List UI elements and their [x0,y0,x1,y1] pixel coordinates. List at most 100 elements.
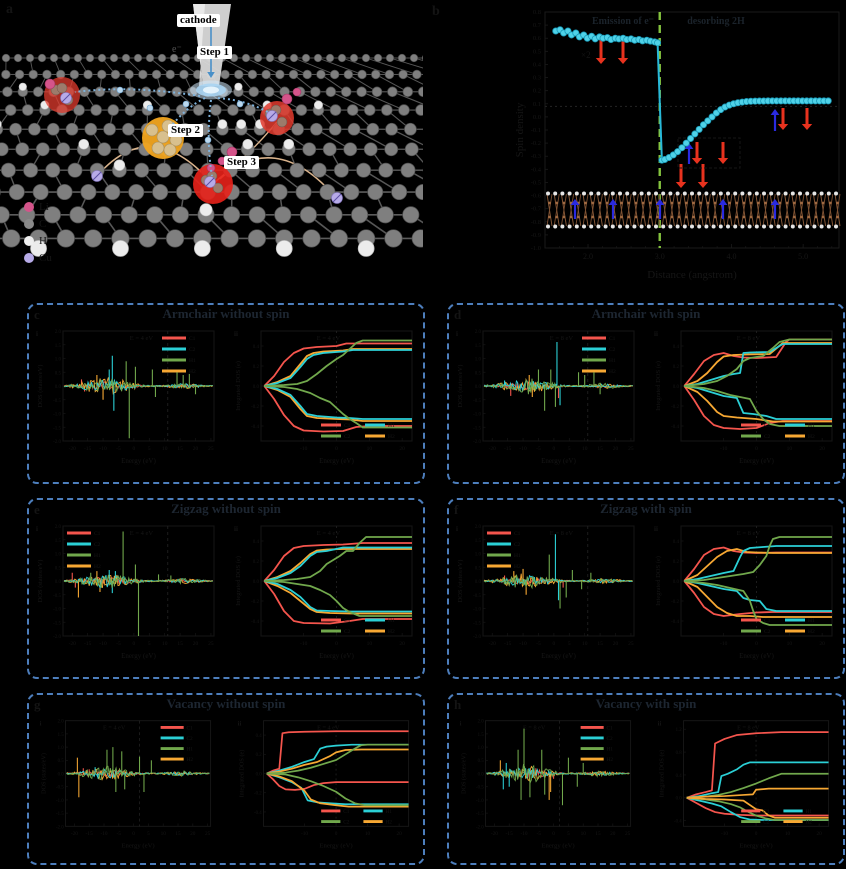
svg-text:10: 10 [787,446,793,452]
svg-text:Energy (eV): Energy (eV) [541,652,576,660]
svg-text:-1.0: -1.0 [56,799,64,804]
svg-text:-0.7: -0.7 [531,206,542,213]
svg-text:-10: -10 [519,641,527,647]
graphene-3d-scene [0,4,423,257]
svg-text:20: 20 [193,446,199,452]
atom-legend-label: Cu [39,251,52,264]
svg-text:0.0: 0.0 [478,772,485,777]
svg-text:H1: H1 [609,358,616,364]
svg-text:20: 20 [613,641,619,647]
svg-text:Integrated DOS (e): Integrated DOS (e) [235,556,242,606]
svg-text:-2.0: -2.0 [476,825,484,830]
svg-text:-2.0: -2.0 [56,825,64,830]
svg-text:10: 10 [161,831,167,837]
svg-text:i: i [36,330,38,338]
svg-text:-10: -10 [300,641,308,647]
svg-text:H1: H1 [806,809,813,815]
atom-color-dot [24,252,34,263]
svg-text:0: 0 [553,641,556,647]
svg-text:-0.5: -0.5 [531,179,541,186]
svg-text:-2.0: -2.0 [473,440,481,445]
panel-letter-e: e [34,502,40,517]
svg-text:H1: H1 [514,553,521,559]
svg-text:DOS (states/eV): DOS (states/eV) [457,365,464,408]
svg-text:H1: H1 [187,746,194,752]
svg-text:-0.9: -0.9 [531,232,541,239]
atom-legend-item: H [24,232,52,249]
svg-text:1.0: 1.0 [475,553,482,558]
svg-text:H1: H1 [808,618,815,624]
svg-text:-1.0: -1.0 [53,413,61,418]
svg-text:-15: -15 [84,446,92,452]
svg-text:-1.0: -1.0 [531,245,541,252]
svg-text:20: 20 [610,831,616,837]
svg-text:-0.4: -0.4 [254,811,262,816]
svg-text:0.0: 0.0 [673,580,680,585]
svg-text:0: 0 [335,641,338,647]
svg-text:-20: -20 [489,641,497,647]
svg-text:20: 20 [396,831,402,837]
svg-text:E = 8 eV: E = 8 eV [737,530,761,537]
svg-text:-15: -15 [504,446,512,452]
svg-text:20: 20 [193,641,199,647]
svg-text:0.0: 0.0 [673,385,680,390]
svg-text:-1.0: -1.0 [476,799,484,804]
svg-text:H2: H2 [388,434,395,440]
svg-text:-5: -5 [116,641,121,647]
box-title: Vacancy with spin [595,696,697,711]
svg-text:Energy (eV): Energy (eV) [739,457,774,465]
svg-text:ii: ii [238,720,242,727]
svg-text:H2: H2 [187,757,194,763]
svg-text:H1: H1 [94,553,101,559]
svg-text:E = 4 eV: E = 4 eV [130,530,154,537]
svg-text:C2: C2 [607,736,614,742]
svg-text:0.4: 0.4 [256,734,263,739]
svg-text:1.0: 1.0 [475,358,482,363]
svg-text:-5: -5 [536,446,541,452]
svg-text:10: 10 [367,641,373,647]
svg-text:1.5: 1.5 [58,733,65,738]
svg-text:E = 4 eV: E = 4 eV [317,335,341,342]
svg-text:Energy (eV): Energy (eV) [541,457,576,465]
svg-text:20: 20 [819,641,825,647]
svg-text:Energy (eV): Energy (eV) [541,842,574,849]
svg-text:C1: C1 [344,423,351,429]
panel-letter-b: b [432,4,440,19]
svg-text:H2: H2 [808,629,815,635]
svg-text:0.0: 0.0 [55,385,62,390]
svg-text:-10: -10 [99,446,107,452]
svg-text:1.0: 1.0 [55,358,62,363]
svg-text:0.2: 0.2 [253,560,260,565]
svg-text:0: 0 [133,446,136,452]
svg-text:-0.5: -0.5 [476,786,484,791]
box-vacancy-without-spin: g Vacancy without spin -20 -15 -10 -5 0 5 10 15… [27,693,425,865]
svg-text:4.0: 4.0 [726,252,736,261]
svg-text:0.2: 0.2 [253,365,260,370]
svg-text:10: 10 [581,831,587,837]
atom-legend-item: C [24,215,52,232]
svg-text:ii: ii [658,720,662,727]
svg-text:25: 25 [628,446,634,452]
svg-text:0.8: 0.8 [676,751,683,756]
svg-text:5: 5 [148,446,151,452]
svg-text:H2: H2 [189,369,196,375]
svg-text:E = 8 eV: E = 8 eV [523,724,546,731]
svg-text:5: 5 [568,641,571,647]
svg-text:C1: C1 [344,618,351,624]
svg-text:15: 15 [175,831,181,837]
svg-text:20: 20 [613,446,619,452]
svg-text:1.5: 1.5 [478,733,485,738]
svg-text:0: 0 [755,641,758,647]
svg-text:H2: H2 [514,564,521,570]
svg-text:0.5: 0.5 [533,48,541,55]
box-zigzag-without-spin: e Zigzag without spin -20 -15 -10 -5 0 5 10 15 2… [27,498,425,679]
svg-text:-0.4: -0.4 [251,425,259,430]
svg-text:-1.5: -1.5 [473,621,481,626]
panel-letter-a: a [6,2,13,17]
svg-text:1.0: 1.0 [55,553,62,558]
svg-text:0.4: 0.4 [533,61,542,68]
svg-text:2.0: 2.0 [55,330,62,335]
svg-text:C2: C2 [764,629,771,635]
svg-text:0: 0 [552,831,555,837]
svg-text:25: 25 [628,641,634,647]
